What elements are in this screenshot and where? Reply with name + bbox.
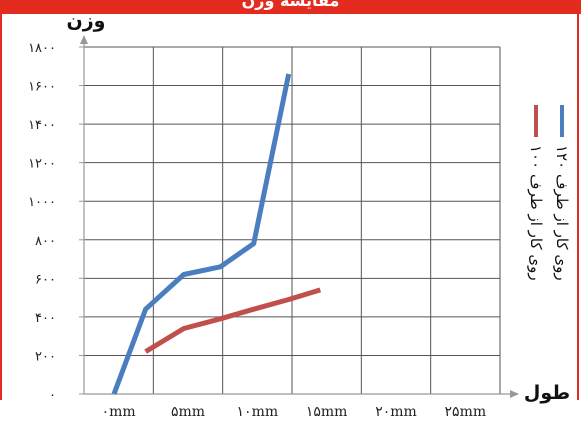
y-tick-label: ۱۴۰۰ bbox=[28, 118, 56, 133]
y-tick-label: ۱۰۰۰ bbox=[28, 195, 56, 210]
x-tick-label: ۲۰mm bbox=[375, 404, 417, 420]
x-tick-label: ۲۵mm bbox=[445, 404, 487, 420]
y-tick-label: ۴۰۰ bbox=[35, 311, 56, 326]
header-title: مقایسه وزن bbox=[241, 0, 340, 10]
y-tick-label: ۱۶۰۰ bbox=[28, 80, 56, 95]
x-tick-label: ۵mm bbox=[171, 404, 205, 420]
y-tick-labels: ۰ ۲۰۰ ۴۰۰ ۶۰۰ ۸۰۰ ۱۰۰۰ ۱۲۰۰ ۱۴۰۰ ۱۶۰۰ ۱۸۰۰ bbox=[28, 41, 84, 403]
series-line-120 bbox=[111, 73, 292, 395]
chart-frame bbox=[0, 14, 579, 400]
y-axis-arrow bbox=[80, 35, 88, 44]
x-axis-arrow bbox=[510, 390, 519, 398]
series-lines bbox=[111, 73, 322, 395]
x-axis-label: طول bbox=[524, 382, 570, 404]
x-tick-label: ۱۵mm bbox=[306, 404, 348, 420]
x-tick-labels: ۰mm ۵mm ۱۰mm ۱۵mm ۲۰mm ۲۵mm bbox=[102, 404, 487, 420]
legend-label-100: روی کار از طرف ۱۰۰ bbox=[527, 145, 545, 281]
header-bar: مقایسه وزن bbox=[0, 0, 581, 14]
y-tick-label: ۶۰۰ bbox=[35, 272, 56, 287]
legend: روی کار از طرف ۱۲۰ روی کار از طرف ۱۰۰ bbox=[527, 105, 571, 281]
x-tick-label: ۱۰mm bbox=[237, 404, 279, 420]
grid-lines bbox=[84, 46, 501, 394]
legend-label-120: روی کار از طرف ۱۲۰ bbox=[553, 145, 571, 281]
y-tick-label: ۱۸۰۰ bbox=[28, 41, 56, 56]
y-tick-label: ۸۰۰ bbox=[35, 234, 56, 249]
y-tick-label: ۲۰۰ bbox=[35, 349, 56, 364]
y-tick-label: ۰ bbox=[49, 388, 56, 403]
x-tick-label: ۰mm bbox=[102, 404, 136, 420]
series-line-100 bbox=[144, 287, 322, 354]
axes bbox=[80, 35, 519, 398]
y-tick-label: ۱۲۰۰ bbox=[28, 157, 56, 172]
y-axis-label: وزن bbox=[67, 10, 106, 32]
